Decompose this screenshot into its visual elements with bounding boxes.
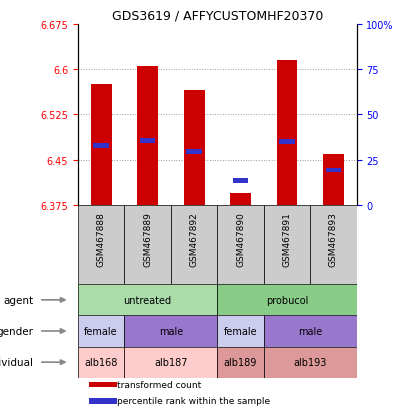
Text: female: female: [84, 326, 118, 336]
Bar: [217, 316, 263, 347]
Text: gender: gender: [0, 326, 33, 336]
Bar: [263, 347, 356, 378]
Text: male: male: [158, 326, 182, 336]
Text: GSM467889: GSM467889: [143, 212, 152, 267]
Bar: [276, 61, 297, 206]
Text: GSM467893: GSM467893: [328, 212, 337, 267]
Bar: [322, 154, 343, 206]
Bar: [310, 206, 356, 285]
Bar: [183, 91, 204, 206]
Text: untreated: untreated: [123, 295, 171, 305]
Text: alb168: alb168: [84, 357, 117, 367]
Text: GSM467891: GSM467891: [282, 212, 291, 267]
Text: individual: individual: [0, 357, 33, 367]
Bar: [89, 382, 117, 387]
Bar: [217, 206, 263, 285]
Bar: [229, 193, 250, 206]
Bar: [263, 206, 310, 285]
Bar: [217, 285, 356, 316]
Bar: [325, 168, 340, 173]
Bar: [78, 206, 124, 285]
Text: alb193: alb193: [293, 357, 326, 367]
Bar: [217, 347, 263, 378]
Bar: [137, 67, 158, 206]
Title: GDS3619 / AFFYCUSTOMHF20370: GDS3619 / AFFYCUSTOMHF20370: [111, 9, 322, 22]
Bar: [279, 140, 294, 145]
Bar: [93, 144, 109, 149]
Text: alb187: alb187: [154, 357, 187, 367]
Text: transformed count: transformed count: [117, 380, 201, 389]
Bar: [124, 316, 217, 347]
Bar: [78, 285, 217, 316]
Bar: [263, 316, 356, 347]
Text: GSM467890: GSM467890: [236, 212, 245, 267]
Bar: [89, 398, 117, 404]
Bar: [139, 139, 155, 143]
Bar: [171, 206, 217, 285]
Bar: [78, 347, 124, 378]
Bar: [232, 179, 248, 184]
Text: alb189: alb189: [223, 357, 256, 367]
Text: male: male: [297, 326, 321, 336]
Text: GSM467888: GSM467888: [97, 212, 106, 267]
Bar: [90, 85, 111, 206]
Text: female: female: [223, 326, 257, 336]
Bar: [124, 206, 171, 285]
Text: agent: agent: [3, 295, 33, 305]
Bar: [78, 316, 124, 347]
Bar: [124, 347, 217, 378]
Bar: [186, 150, 201, 155]
Text: GSM467892: GSM467892: [189, 212, 198, 266]
Text: probucol: probucol: [265, 295, 308, 305]
Text: percentile rank within the sample: percentile rank within the sample: [117, 396, 270, 405]
